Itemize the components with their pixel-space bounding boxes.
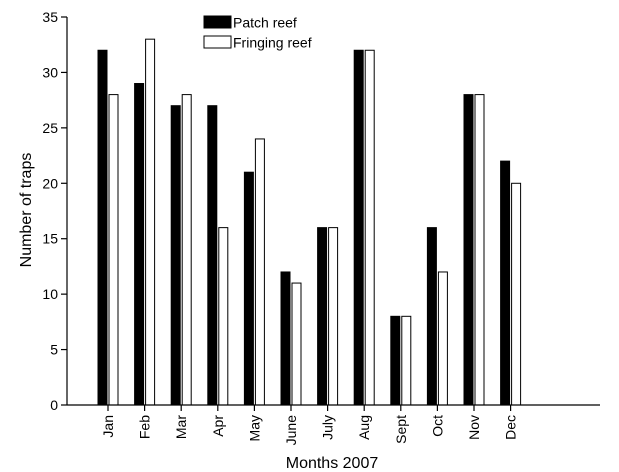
bar-fringing-sept bbox=[401, 315, 412, 406]
bar-fringing-nov bbox=[474, 94, 485, 406]
x-tick-label-june: June bbox=[283, 415, 299, 446]
bar-fringing-feb bbox=[145, 38, 156, 406]
bar-patch-dec bbox=[500, 160, 511, 406]
bar-patch-jan bbox=[97, 49, 108, 406]
y-axis-title: Number of traps bbox=[18, 153, 35, 268]
x-axis-title: Months 2007 bbox=[286, 455, 379, 472]
bar-patch-sept bbox=[390, 315, 401, 406]
legend-label-fringing: Fringing reef bbox=[233, 35, 312, 51]
bar-fringing-may bbox=[254, 138, 265, 406]
y-tick-label-15: 15 bbox=[42, 231, 58, 247]
y-tick-label-30: 30 bbox=[42, 64, 58, 80]
x-tick-label-dec: Dec bbox=[503, 415, 519, 440]
x-tick-label-aug: Aug bbox=[356, 415, 372, 440]
bar-fringing-mar bbox=[181, 94, 192, 406]
x-tick-label-oct: Oct bbox=[429, 415, 445, 437]
bar-patch-feb bbox=[134, 83, 145, 406]
bar-fringing-dec bbox=[511, 182, 522, 406]
legend-label-patch: Patch reef bbox=[233, 15, 297, 31]
x-tick-label-jan: Jan bbox=[100, 415, 116, 438]
bar-patch-mar bbox=[170, 105, 181, 406]
bar-fringing-jan bbox=[108, 94, 119, 406]
plot-area bbox=[97, 38, 522, 406]
x-tick-label-nov: Nov bbox=[466, 415, 482, 440]
x-tick-label-feb: Feb bbox=[137, 415, 153, 439]
bar-fringing-july bbox=[328, 227, 339, 406]
x-tick-label-mar: Mar bbox=[173, 415, 189, 439]
y-tick-label-25: 25 bbox=[42, 120, 58, 136]
legend-swatch-patch bbox=[203, 15, 232, 29]
y-tick-label-0: 0 bbox=[50, 397, 58, 413]
bar-patch-nov bbox=[463, 94, 474, 406]
bar-patch-aug bbox=[353, 49, 364, 406]
axes: 0 5 10 15 20 25 30 35 Jan Feb Mar Apr May June July Aug… bbox=[42, 9, 600, 445]
bar-patch-july bbox=[317, 227, 328, 406]
y-tick-label-5: 5 bbox=[50, 342, 58, 358]
y-tick-label-35: 35 bbox=[42, 9, 58, 25]
legend-swatch-fringing bbox=[203, 35, 232, 49]
bar-fringing-aug bbox=[364, 49, 375, 406]
bar-patch-oct bbox=[426, 227, 437, 406]
x-tick-label-apr: Apr bbox=[210, 415, 226, 437]
x-tick-label-sept: Sept bbox=[393, 415, 409, 444]
legend: Patch reef Fringing reef bbox=[203, 15, 312, 51]
bar-fringing-oct bbox=[437, 271, 448, 406]
bar-fringing-apr bbox=[218, 227, 229, 406]
x-tick-label-july: July bbox=[320, 415, 336, 440]
y-tick-label-10: 10 bbox=[42, 286, 58, 302]
bar-fringing-june bbox=[291, 282, 302, 406]
x-tick-label-may: May bbox=[246, 415, 262, 441]
y-tick-label-20: 20 bbox=[42, 175, 58, 191]
bar-patch-june bbox=[280, 271, 291, 406]
bar-patch-may bbox=[243, 171, 254, 406]
bar-patch-apr bbox=[207, 105, 218, 406]
